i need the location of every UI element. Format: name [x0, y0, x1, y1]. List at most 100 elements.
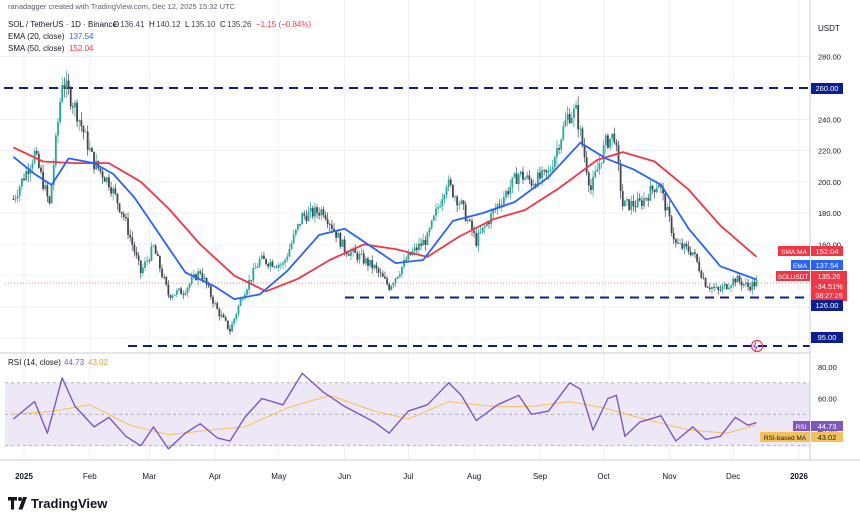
candle-down	[80, 120, 83, 127]
time-axis[interactable]: 2025 Feb Mar Apr May Jun Jul Aug Sep Oct Nov Dec 202…	[15, 472, 808, 481]
candle-down	[674, 239, 677, 243]
ohlc-close-value: 135.26	[227, 20, 252, 29]
candle-up	[598, 163, 601, 170]
candle-up	[280, 264, 282, 266]
candle-up	[373, 265, 376, 269]
ema-tag-value	[811, 260, 843, 270]
candle-down	[717, 286, 720, 290]
symbol-title[interactable]: SOL / TetherUS · 1D · Binance	[8, 20, 117, 29]
candle-up	[477, 232, 480, 246]
candle-down	[161, 268, 163, 277]
candle-down	[634, 206, 637, 208]
price-tick-label: 200.00	[818, 178, 841, 187]
candle-up	[320, 209, 323, 216]
candle-down	[507, 191, 510, 195]
candle-up	[466, 219, 469, 221]
last-price-tag-name-text: SOLUSDT	[778, 274, 809, 281]
candle-up	[313, 207, 316, 217]
sma-legend-label[interactable]: SMA (50, close)	[8, 44, 65, 53]
rsi-legend-label[interactable]: RSI (14, close)	[8, 358, 61, 367]
candle-up	[171, 295, 174, 298]
candle-down	[71, 106, 74, 108]
candle-down	[388, 284, 391, 290]
candle-up	[490, 213, 493, 225]
candle-up	[600, 162, 603, 164]
candle-up	[723, 284, 726, 287]
candle-up	[88, 148, 91, 150]
candle-down	[621, 191, 624, 207]
candle-up	[233, 318, 236, 324]
candle-up	[214, 303, 216, 304]
event-marker-icon[interactable]	[750, 339, 764, 353]
time-tick-label: Aug	[467, 472, 481, 481]
candle-down	[37, 153, 40, 168]
candle-down	[212, 296, 214, 304]
candle-down	[263, 255, 265, 259]
candle-down	[129, 234, 132, 238]
candle-up	[483, 225, 486, 228]
candle-up	[536, 172, 539, 187]
candle-down	[386, 278, 388, 285]
price-tick-label: 280.00	[818, 53, 841, 62]
candle-up	[288, 248, 291, 257]
tradingview-logo-text: TradingView	[31, 496, 108, 511]
candle-down	[114, 188, 117, 194]
candle-down	[229, 328, 231, 332]
candle-up	[454, 196, 456, 198]
candle-up	[445, 187, 448, 195]
candle-up	[16, 195, 19, 198]
candle-down	[322, 209, 325, 216]
candle-down	[218, 309, 221, 317]
candle-down	[647, 198, 650, 201]
candle-up	[526, 175, 529, 179]
candle-up	[269, 261, 272, 267]
candle-down	[545, 169, 548, 173]
candle-up	[736, 275, 739, 283]
candle-up	[186, 287, 189, 294]
candle-up	[439, 205, 442, 208]
time-tick-label: Feb	[83, 472, 97, 481]
tradingview-logo[interactable]: TradingView	[8, 496, 108, 511]
candle-down	[316, 207, 318, 213]
candle-down	[120, 211, 123, 214]
candle-up	[390, 285, 393, 290]
candle-down	[670, 216, 673, 233]
candle-down	[689, 251, 692, 256]
rsi-ma-legend-value: 43.02	[88, 358, 109, 367]
candle-down	[46, 185, 49, 197]
candle-down	[590, 185, 592, 190]
candle-down	[328, 223, 331, 225]
candle-up	[401, 266, 403, 275]
level-95-tag	[811, 332, 843, 343]
candle-up	[711, 287, 713, 290]
candle-up	[751, 281, 754, 291]
candle-up	[579, 128, 582, 130]
candle-down	[303, 213, 306, 216]
candle-down	[69, 89, 72, 107]
candle-up	[392, 283, 395, 286]
time-tick-label: 2025	[15, 472, 33, 481]
candle-up	[594, 171, 597, 177]
candle-down	[734, 278, 737, 283]
candle-down	[154, 245, 157, 254]
candle-down	[48, 196, 51, 204]
time-tick-label: May	[271, 472, 286, 481]
ema-legend-label[interactable]: EMA (20, close)	[8, 32, 65, 41]
candle-down	[131, 237, 134, 245]
rsi-ma-line	[13, 394, 757, 436]
candle-down	[747, 282, 749, 287]
candle-down	[110, 187, 112, 194]
rsi-legend: RSI (14, close) 44.73 43.02	[8, 358, 109, 367]
candle-down	[696, 253, 698, 262]
candle-down	[424, 239, 427, 245]
candle-up	[562, 126, 565, 140]
candle-down	[125, 216, 127, 219]
candle-up	[241, 298, 244, 300]
rsi-band	[5, 382, 810, 447]
level-260-text: 260.00	[816, 84, 839, 93]
time-tick-label: 2026	[790, 472, 808, 481]
candle-up	[626, 199, 628, 201]
rsi-tick-label: 80.00	[818, 363, 837, 372]
candle-up	[364, 258, 367, 264]
